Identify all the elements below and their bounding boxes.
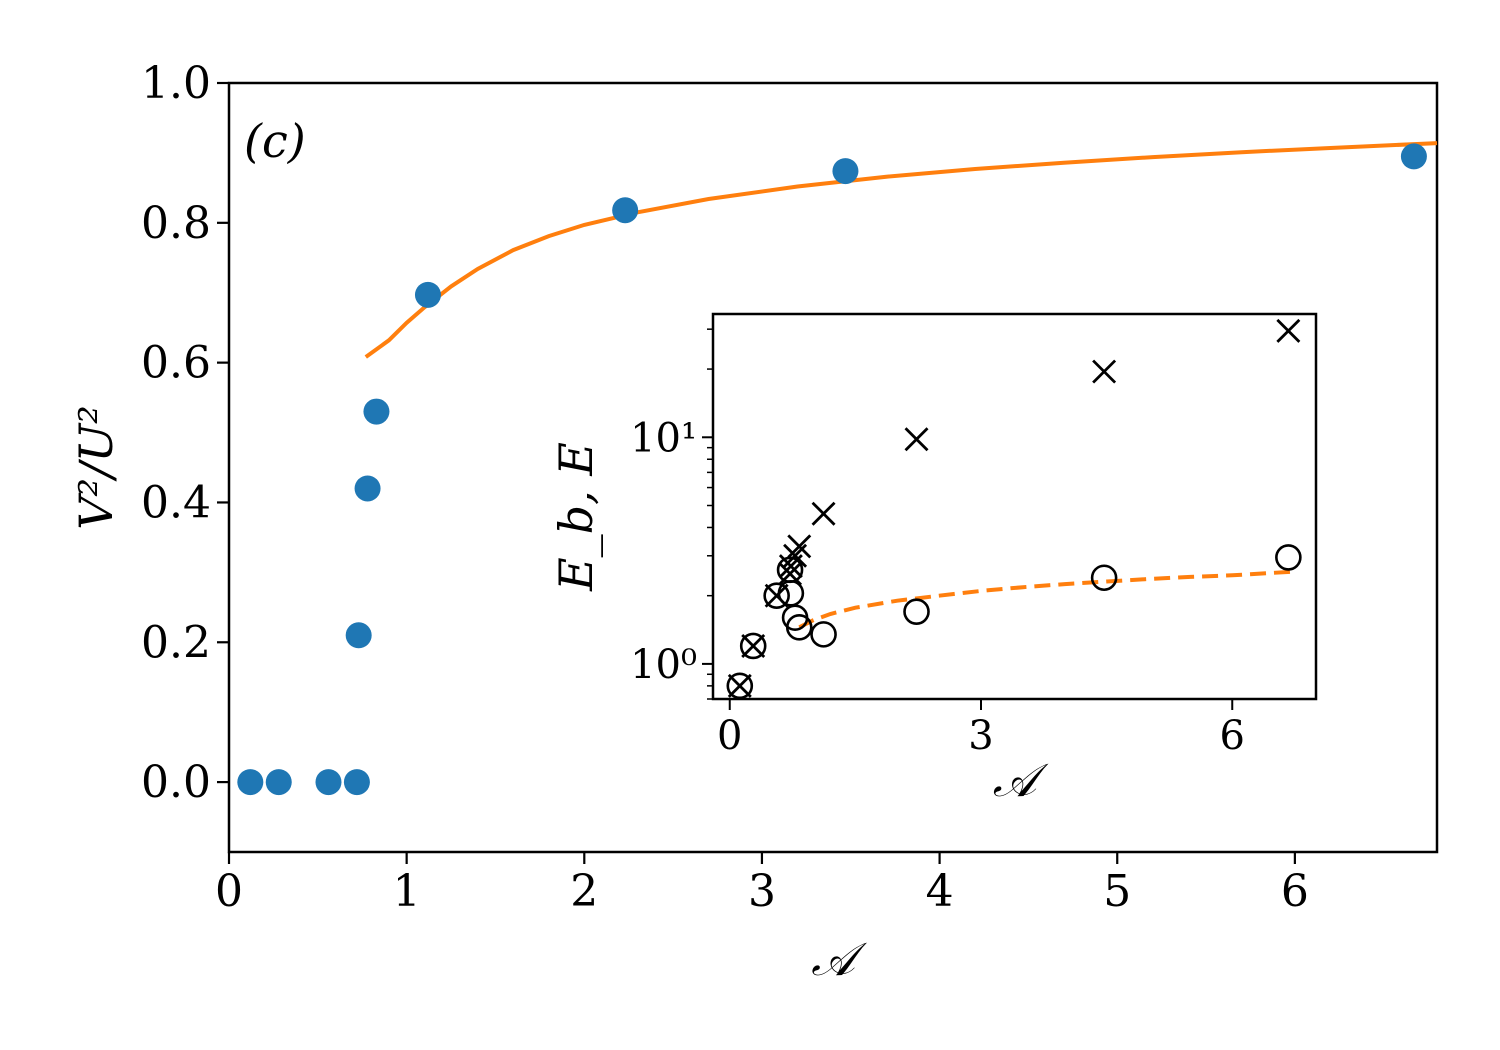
inset-circle-marker xyxy=(1090,564,1118,592)
y-axis-label: V²/U² xyxy=(69,405,123,529)
inset-cross-marker xyxy=(1276,318,1301,343)
inset-circle-marker xyxy=(763,582,790,609)
inset-y-axis-label: E_b, E xyxy=(549,442,603,592)
data-point xyxy=(1400,143,1427,170)
inset-y-tick-label: 10¹ xyxy=(630,415,697,461)
data-point xyxy=(265,769,292,796)
inset-cross-marker xyxy=(904,427,929,452)
x-tick-label: 6 xyxy=(1281,866,1309,917)
inset-fit-curve xyxy=(798,569,1292,630)
inset-cross-marker xyxy=(778,561,803,586)
y-tick-label: 0.2 xyxy=(141,617,211,668)
data-point xyxy=(363,398,390,425)
inset-cross-marker xyxy=(727,673,752,698)
main-axes-frame xyxy=(227,81,1439,854)
inset-x-tick-label: 3 xyxy=(968,713,993,759)
data-point xyxy=(315,769,342,796)
data-point xyxy=(343,769,370,796)
inset-x-tick-label: 0 xyxy=(717,713,742,759)
x-tick-label: 2 xyxy=(570,866,598,917)
inset-circle-marker xyxy=(739,632,767,660)
inset-axes-frame xyxy=(711,312,1318,701)
x-tick-label: 0 xyxy=(215,866,243,917)
inset-cross-marker xyxy=(811,501,836,526)
inset-cross-marker xyxy=(764,583,789,608)
data-point xyxy=(414,281,441,308)
y-tick-label: 0.6 xyxy=(141,338,211,389)
x-tick-label: 4 xyxy=(926,866,954,917)
inset-circle-marker xyxy=(810,621,837,648)
data-point xyxy=(354,475,381,502)
data-point xyxy=(345,622,372,649)
inset-cross-marker xyxy=(741,633,766,658)
y-tick-label: 0.8 xyxy=(141,198,211,249)
inset-circle-marker xyxy=(903,598,930,625)
x-tick-label: 1 xyxy=(393,866,421,917)
inset-circle-marker xyxy=(1275,544,1302,571)
inset-x-tick-label: 6 xyxy=(1220,713,1245,759)
inset-y-tick-label: 10⁰ xyxy=(630,642,697,688)
y-tick-label: 1.0 xyxy=(141,58,211,109)
x-tick-label: 5 xyxy=(1103,866,1131,917)
data-point xyxy=(832,158,859,185)
inset-circle-marker xyxy=(785,614,813,641)
inset-circle-marker xyxy=(726,672,754,700)
y-tick-label: 0.4 xyxy=(141,477,211,528)
panel-label: (c) xyxy=(244,114,306,168)
y-tick-label: 0.0 xyxy=(141,757,211,808)
data-point xyxy=(237,769,264,796)
inset-cross-marker xyxy=(1092,359,1117,384)
inset-cross-marker xyxy=(787,534,812,559)
x-tick-label: 3 xyxy=(748,866,776,917)
data-point xyxy=(612,197,639,224)
